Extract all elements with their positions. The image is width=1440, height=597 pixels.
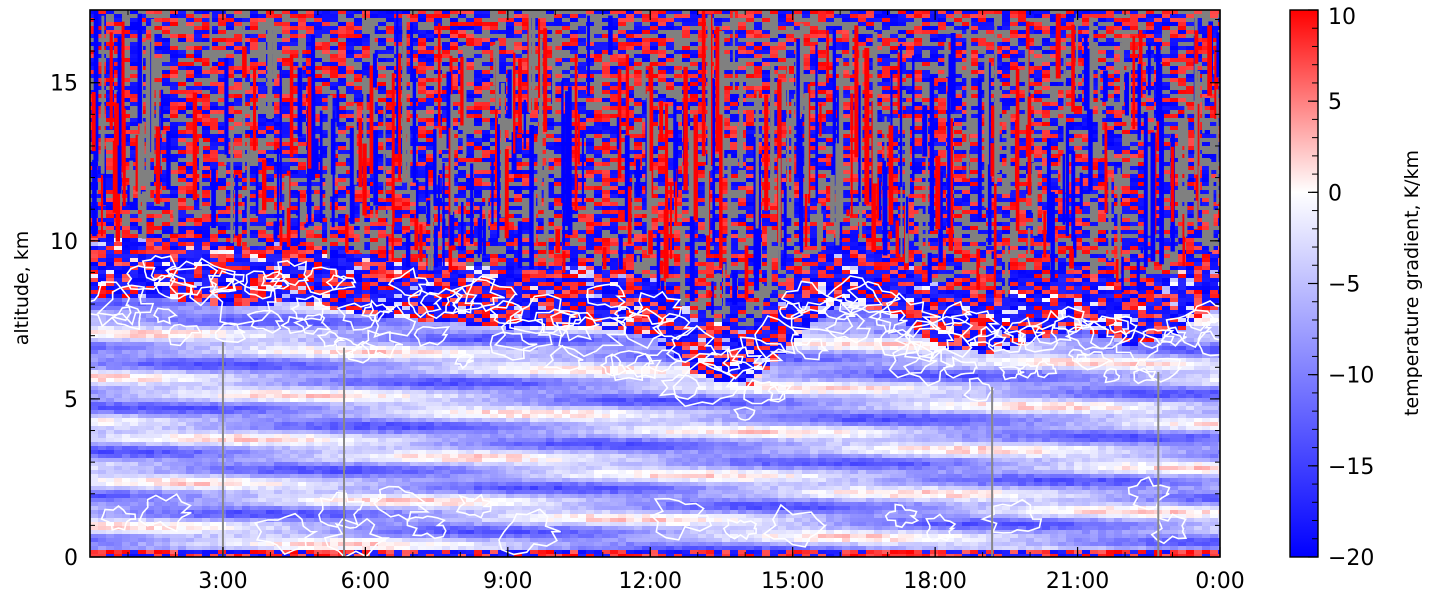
x-tick-label: 3:00 (198, 569, 247, 594)
colorbar-tick-label: −5 (1328, 273, 1360, 298)
y-tick-label: 5 (64, 388, 78, 413)
x-tick-label: 12:00 (619, 569, 682, 594)
x-tick-label: 18:00 (903, 569, 966, 594)
plot-frame (89, 9, 1221, 558)
x-tick-label: 0:00 (1195, 569, 1244, 594)
x-tick-label: 6:00 (341, 569, 390, 594)
y-tick-label: 10 (50, 230, 78, 255)
y-axis-label: altitude, km (11, 231, 33, 345)
y-tick-label: 0 (64, 546, 78, 571)
heatmap-field (90, 10, 1220, 557)
x-tick-label: 15:00 (761, 569, 824, 594)
colorbar-tick-label: −10 (1328, 364, 1374, 389)
y-axis: 0 5 10 15 (50, 18, 1220, 571)
x-axis: 3:00 6:00 9:00 12:00 15:00 18:00 21:00 0:00 (127, 10, 1245, 594)
y-tick-label: 15 (50, 72, 78, 97)
colorbar-tick-label: 5 (1328, 90, 1342, 115)
colorbar-tick-label: 10 (1328, 5, 1356, 30)
colorbar-tick-label: −20 (1328, 546, 1374, 571)
colorbar-tick-label: −15 (1328, 455, 1374, 480)
vertical-marker-lines (221, 341, 1160, 557)
colorbar-ticks: 10 5 0 −5 −10 −15 −20 (1308, 5, 1374, 571)
x-tick-label: 9:00 (483, 569, 532, 594)
colorbar-tick-label: 0 (1328, 181, 1342, 206)
x-tick-label: 21:00 (1046, 569, 1109, 594)
colorbar-label: temperature gradient, K/km (1401, 150, 1423, 416)
